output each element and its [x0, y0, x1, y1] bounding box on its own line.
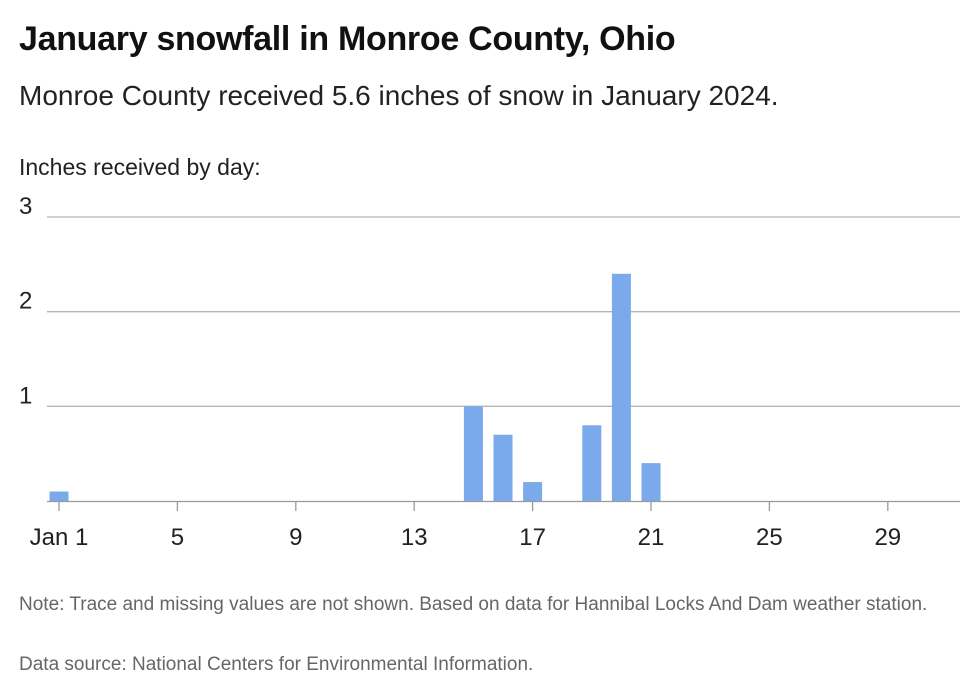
y-tick-labels: 1 2 3: [19, 193, 32, 409]
bar-jan-21: [641, 463, 661, 501]
x-tick-label-1: Jan 1: [30, 524, 89, 551]
x-tick-label-13: 13: [401, 524, 428, 551]
bar-jan-19: [582, 425, 602, 501]
x-tick-labels: Jan 1 5 9 13 17 21 25 29: [30, 502, 901, 551]
bar-jan-16: [493, 434, 513, 501]
chart-note: Note: Trace and missing values are not s…: [19, 594, 928, 615]
x-tick-label-29: 29: [874, 524, 901, 551]
chart-source: Data source: National Centers for Enviro…: [19, 654, 534, 675]
x-tick-label-25: 25: [756, 524, 783, 551]
bar-jan-1: [49, 491, 69, 501]
x-tick-label-5: 5: [171, 524, 184, 551]
snowfall-bar-chart: 1 2 3 Jan 1 5 9 13 17 21 25 29: [19, 193, 960, 551]
x-tick-label-9: 9: [289, 524, 302, 551]
gridlines: [47, 216, 960, 407]
y-axis-caption: Inches received by day:: [19, 154, 261, 180]
chart-subtitle: Monroe County received 5.6 inches of sno…: [19, 80, 779, 111]
x-tick-label-21: 21: [638, 524, 665, 551]
bar-jan-17: [523, 482, 543, 501]
bar-jan-15: [463, 406, 483, 501]
x-tick-label-17: 17: [519, 524, 546, 551]
bars: [49, 273, 661, 501]
y-tick-label-3: 3: [19, 193, 32, 220]
y-tick-label-1: 1: [19, 382, 32, 409]
y-tick-label-2: 2: [19, 288, 32, 315]
bar-jan-20: [611, 273, 631, 501]
chart-title: January snowfall in Monroe County, Ohio: [19, 20, 676, 58]
